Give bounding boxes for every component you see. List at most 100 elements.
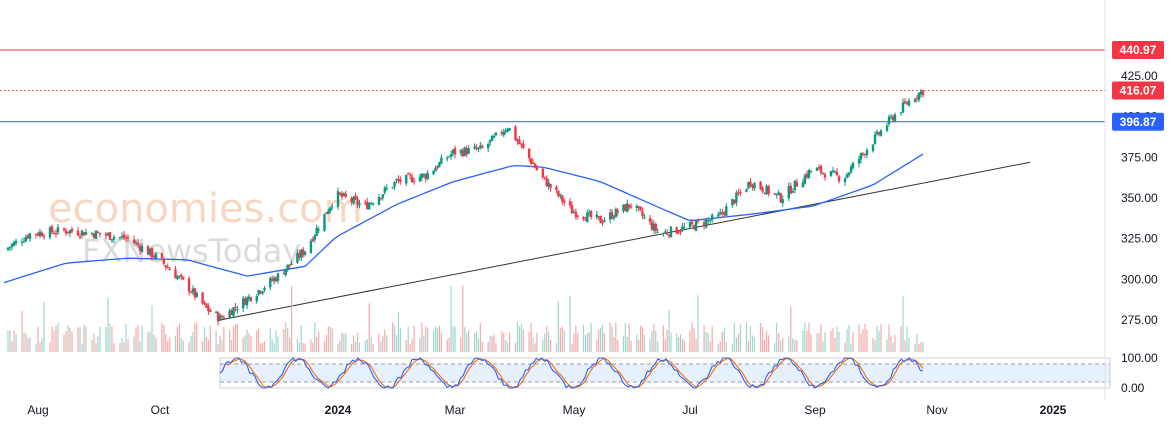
volume-bar (221, 340, 223, 352)
candle-body (603, 220, 606, 222)
candle-body (70, 228, 74, 232)
candle-body (829, 171, 833, 177)
volume-bar (93, 333, 95, 352)
candle-body (547, 182, 550, 187)
candle-body (124, 237, 128, 239)
candle-body (662, 233, 665, 235)
volume-bar (721, 331, 723, 352)
volume-bar (571, 343, 573, 352)
candle-body (763, 192, 766, 195)
volume-bar (109, 323, 111, 352)
candle-body (8, 246, 12, 248)
volume-bar (822, 341, 824, 352)
volume-bar (763, 339, 766, 352)
candle-body (48, 227, 52, 238)
volume-bar (125, 323, 127, 352)
candle-body (323, 213, 326, 232)
candle-body (652, 223, 656, 231)
candle-body (889, 116, 893, 118)
volume-bar (351, 343, 353, 352)
stochastic-tick-label: 100.00 (1121, 351, 1158, 365)
candle-body (639, 206, 642, 211)
candle-body (6, 247, 10, 250)
volume-bar (174, 335, 177, 352)
candle-body (52, 233, 56, 235)
volume-bar (657, 341, 659, 352)
volume-bar (300, 325, 302, 352)
candle-body (807, 170, 811, 178)
candle-body (40, 232, 44, 237)
candle-body (681, 226, 684, 231)
volume-bar (751, 335, 754, 352)
candle-body (899, 112, 903, 114)
candle-body (561, 195, 564, 202)
price-tag-label: 396.87 (1120, 115, 1157, 129)
candle-body (459, 149, 463, 154)
volume-bar (820, 324, 822, 352)
candle-body (76, 230, 80, 236)
volume-bar (613, 336, 615, 352)
volume-bar (421, 322, 423, 352)
candle-body (236, 309, 239, 311)
candle-body (257, 290, 260, 295)
candle-body (467, 148, 470, 154)
candle-body (193, 288, 197, 298)
volume-bar (683, 340, 685, 352)
candle-body (286, 264, 289, 271)
volume-bar (304, 343, 306, 352)
volume-bar (169, 337, 171, 352)
candle-body (789, 185, 793, 194)
candle-body (531, 162, 535, 164)
candle-body (791, 191, 795, 193)
volume-bar (639, 325, 642, 352)
volume-bar (368, 303, 370, 352)
volume-bar (902, 296, 904, 352)
volume-bar (147, 332, 149, 352)
candle-body (42, 236, 46, 238)
volume-bar (413, 325, 415, 352)
candle-body (201, 292, 204, 304)
candle-body (629, 206, 633, 208)
volume-bar (532, 337, 534, 352)
candle-body (522, 143, 525, 148)
candle-body (440, 157, 443, 164)
candle-body (418, 176, 422, 182)
candle-body (110, 239, 114, 241)
volume-bar (695, 338, 697, 352)
volume-bar (356, 332, 359, 352)
candle-body (118, 237, 122, 239)
candle-body (395, 179, 398, 181)
candle-body (506, 129, 509, 132)
candle-body (412, 181, 416, 183)
volume-bar (731, 343, 733, 352)
candle-body (132, 239, 136, 244)
volume-bar (215, 330, 217, 352)
volume-bar (664, 339, 666, 352)
candle-body (737, 192, 740, 194)
candle-body (92, 233, 96, 238)
volume-bar (271, 339, 273, 352)
volume-bar (546, 326, 548, 352)
volume-bar (51, 326, 53, 352)
candle-body (298, 253, 301, 258)
volume-bar (141, 325, 143, 352)
volume-bar (858, 324, 860, 352)
candle-body (28, 233, 32, 239)
volume-bar (194, 323, 196, 352)
candle-body (775, 193, 778, 196)
volume-bar (520, 324, 522, 352)
candle-body (803, 175, 807, 184)
candle-body (545, 178, 548, 187)
candle-body (875, 131, 879, 135)
volume-bar (876, 326, 878, 352)
stochastic-tick-label: 0.00 (1121, 381, 1145, 395)
candle-body (514, 126, 517, 141)
volume-bar (11, 341, 13, 352)
volume-bar (176, 326, 179, 352)
y-tick-label: 275.00 (1121, 313, 1158, 327)
y-tick-label: 425.00 (1121, 69, 1158, 83)
candle-body (432, 170, 435, 175)
candle-body (36, 233, 40, 236)
candle-body (10, 244, 14, 248)
candle-body (781, 199, 784, 204)
